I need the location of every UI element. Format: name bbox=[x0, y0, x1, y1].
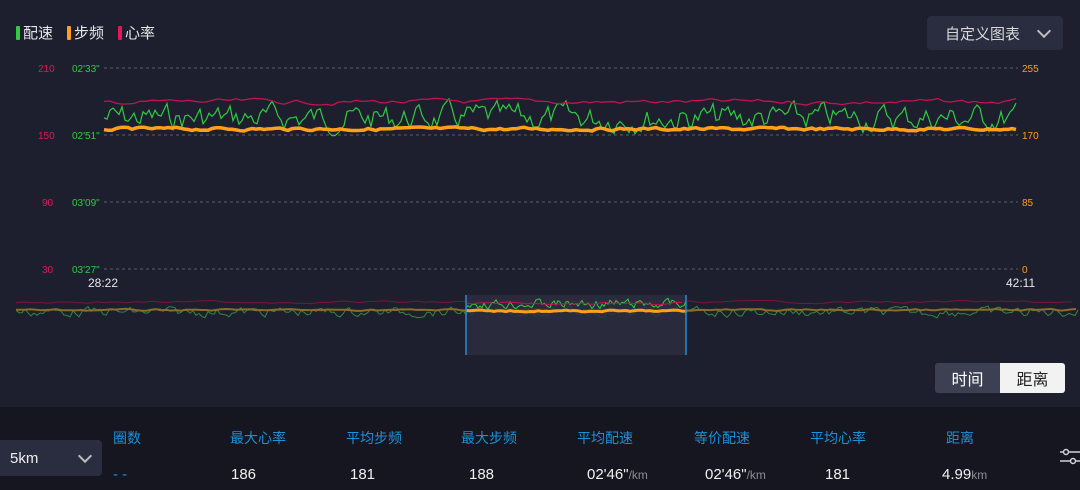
distance-toggle-button[interactable]: 距离 bbox=[1000, 363, 1065, 393]
chevron-down-icon bbox=[77, 448, 93, 463]
chart-legend: 配速 步频 心率 bbox=[16, 22, 155, 43]
time-toggle-button[interactable]: 时间 bbox=[935, 363, 1000, 393]
grid-lines bbox=[104, 67, 1018, 270]
cell-avg-pace: 02'46"/km bbox=[587, 466, 648, 483]
cell-avg-cadence: 181 bbox=[350, 466, 376, 483]
header-distance: 距离 bbox=[946, 430, 974, 446]
legend-item-pace[interactable]: 配速 bbox=[16, 22, 53, 43]
header-avg-cadence: 平均步频 bbox=[346, 430, 402, 446]
hr-tick-150: 150 bbox=[38, 131, 55, 142]
avg-pace-value: 02'46" bbox=[587, 466, 629, 483]
header-equiv-pace: 等价配速 bbox=[694, 430, 750, 446]
pace-tick-3: 03'09" bbox=[72, 198, 100, 209]
legend-item-hr[interactable]: 心率 bbox=[118, 22, 155, 43]
legend-label-hr: 心率 bbox=[125, 25, 156, 42]
hr-tick-90: 90 bbox=[42, 198, 54, 209]
cadence-tick-170: 170 bbox=[1022, 131, 1039, 142]
legend-item-cadence[interactable]: 步频 bbox=[67, 22, 104, 43]
x-end-label: 42:11 bbox=[1006, 276, 1035, 290]
lap-distance-value: 5km bbox=[10, 449, 39, 467]
main-chart[interactable]: 210 150 90 30 02'33" 02'51" 03'09" 03'27… bbox=[0, 0, 1080, 290]
selection-window[interactable] bbox=[466, 295, 686, 355]
header-avg-hr: 平均心率 bbox=[810, 430, 866, 446]
cadence-tick-255: 255 bbox=[1022, 64, 1039, 75]
hr-series-line bbox=[103, 97, 1017, 106]
pace-swatch bbox=[16, 25, 20, 40]
distance-unit: km bbox=[971, 468, 988, 482]
legend-label-cadence: 步频 bbox=[74, 25, 105, 42]
legend-label-pace: 配速 bbox=[23, 25, 54, 42]
cell-max-cadence: 188 bbox=[469, 466, 495, 483]
header-max-hr: 最大心率 bbox=[230, 430, 286, 446]
distance-value: 4.99 bbox=[942, 466, 972, 483]
cadence-swatch bbox=[67, 25, 72, 40]
hr-swatch bbox=[118, 25, 123, 40]
x-start-label: 28:22 bbox=[88, 276, 118, 290]
equiv-pace-value: 02'46" bbox=[705, 466, 747, 483]
cell-equiv-pace: 02'46"/km bbox=[705, 466, 766, 483]
cell-avg-hr: 181 bbox=[825, 466, 851, 483]
header-avg-pace: 平均配速 bbox=[577, 430, 633, 446]
hr-tick-30: 30 bbox=[42, 265, 54, 276]
cell-lap: - - bbox=[113, 466, 128, 483]
cadence-tick-85: 85 bbox=[1022, 198, 1034, 209]
cadence-tick-0: 0 bbox=[1022, 265, 1028, 276]
cell-max-hr: 186 bbox=[231, 466, 257, 483]
settings-sliders-icon[interactable] bbox=[1060, 448, 1080, 466]
custom-chart-label: 自定义图表 bbox=[945, 25, 1021, 43]
selection-cadence-line bbox=[465, 308, 687, 314]
cell-distance: 4.99km bbox=[942, 466, 987, 483]
axis-mode-toggle: 时间 距离 bbox=[935, 363, 1065, 393]
lap-distance-select[interactable]: 5km bbox=[0, 440, 102, 476]
cadence-series-line bbox=[103, 125, 1017, 133]
selection-hr-line bbox=[465, 301, 683, 305]
header-max-cadence: 最大步频 bbox=[461, 430, 517, 446]
lap-summary-panel bbox=[0, 407, 1080, 490]
custom-chart-dropdown[interactable]: 自定义图表 bbox=[927, 16, 1063, 50]
hr-tick-210: 210 bbox=[38, 64, 55, 75]
overview-navigator[interactable] bbox=[0, 290, 1080, 360]
pace-tick-4: 03'27" bbox=[72, 265, 100, 276]
avg-pace-unit: /km bbox=[628, 468, 648, 482]
pace-tick-2: 02'51" bbox=[72, 131, 100, 142]
header-lap: 圈数 bbox=[113, 430, 141, 446]
equiv-pace-unit: /km bbox=[746, 468, 766, 482]
pace-tick-1: 02'33" bbox=[72, 64, 100, 75]
